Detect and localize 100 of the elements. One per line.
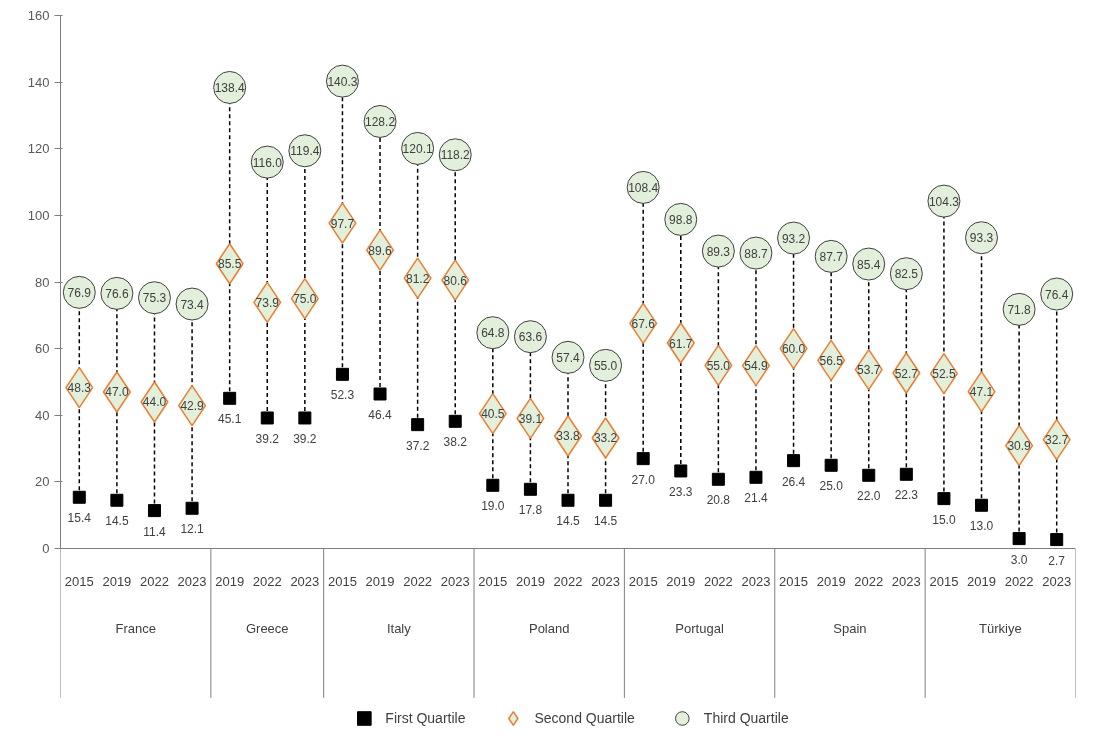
x-tick-label: 2019 <box>365 573 395 589</box>
data-label: 15.0 <box>932 512 956 527</box>
data-label: 93.3 <box>969 231 994 246</box>
data-label: 104.3 <box>928 194 960 209</box>
data-label: 21.4 <box>744 491 768 506</box>
data-label: 39.2 <box>293 431 317 446</box>
text: Spain <box>833 620 867 636</box>
data-label: 3.0 <box>1010 552 1028 567</box>
data-label: 89.6 <box>368 243 393 258</box>
data-label: 88.7 <box>744 246 768 261</box>
x-tick-label: 2015 <box>478 573 508 589</box>
data-label: 80.6 <box>443 273 468 288</box>
y-tick-label: 20 <box>35 474 50 490</box>
data-label: 87.7 <box>819 249 844 264</box>
x-tick-label: 2019 <box>967 573 996 589</box>
x-tick-label: 2015 <box>628 573 658 589</box>
data-label: 82.5 <box>894 267 919 282</box>
data-label: 63.6 <box>518 330 543 345</box>
x-tick-label: 2023 <box>741 573 771 589</box>
data-label: 85.5 <box>217 257 242 272</box>
data-label: 40.5 <box>481 407 505 422</box>
data-label: 93.2 <box>781 231 806 246</box>
x-tick-label: 2023 <box>440 573 470 589</box>
x-tick-label: 2019 <box>102 573 132 589</box>
x-tick-label: 2023 <box>591 573 621 589</box>
data-label: 25.0 <box>819 479 844 494</box>
x-tick-label: 2022 <box>403 573 433 589</box>
data-label: 14.5 <box>556 514 580 529</box>
data-label: 39.1 <box>518 411 543 426</box>
data-label: 33.8 <box>556 429 580 444</box>
data-label: 32.7 <box>1045 433 1069 448</box>
data-label: 64.8 <box>481 326 505 341</box>
x-tick-label: 2023 <box>1042 573 1072 589</box>
data-label: 52.7 <box>894 366 919 381</box>
data-label: 120.1 <box>402 141 433 156</box>
data-label: 33.2 <box>593 431 618 446</box>
text: Portugal <box>675 620 724 636</box>
x-tick-label: 2022 <box>703 573 733 589</box>
data-label: 73.9 <box>255 295 280 310</box>
x-tick-label: 2022 <box>553 573 583 589</box>
x-tick-label: 2019 <box>515 573 545 589</box>
data-label: 15.4 <box>67 511 92 526</box>
x-tick-label: 2022 <box>854 573 884 589</box>
data-label: 38.2 <box>443 435 468 450</box>
data-label: 57.4 <box>556 350 580 365</box>
data-label: 116.0 <box>252 155 283 170</box>
data-label: 46.4 <box>368 407 393 422</box>
x-tick-label: 2019 <box>215 573 245 589</box>
data-label: 75.3 <box>142 291 167 306</box>
data-label: 14.5 <box>593 514 618 529</box>
data-label: 54.9 <box>744 359 768 374</box>
data-label: 61.7 <box>669 336 693 351</box>
data-label: 48.3 <box>67 381 92 396</box>
data-label: 56.5 <box>819 353 844 368</box>
x-tick-label: 2022 <box>140 573 169 589</box>
x-tick-label: 2015 <box>779 573 809 589</box>
data-label: 39.2 <box>255 431 280 446</box>
y-tick-label: 0 <box>42 541 50 557</box>
data-label: 30.9 <box>1007 439 1032 454</box>
data-label: 118.2 <box>440 148 471 163</box>
x-tick-label: 2015 <box>64 573 94 589</box>
legend-label: First Quartile <box>385 710 466 726</box>
data-label: 17.8 <box>518 503 543 518</box>
data-label: 47.0 <box>105 385 129 400</box>
x-tick-label: 2019 <box>666 573 696 589</box>
x-tick-label: 2023 <box>290 573 320 589</box>
legend-label: Third Quartile <box>703 710 789 726</box>
data-label: 55.0 <box>593 358 618 373</box>
data-label: 11.4 <box>143 524 167 539</box>
data-label: 52.5 <box>932 367 956 382</box>
data-label: 44.0 <box>142 395 167 410</box>
data-label: 19.0 <box>481 499 505 514</box>
data-label: 138.4 <box>214 80 246 95</box>
data-label: 89.3 <box>706 244 731 259</box>
data-label: 42.9 <box>180 399 205 414</box>
text: Poland <box>528 620 570 636</box>
data-label: 76.9 <box>67 285 92 300</box>
data-label: 128.2 <box>365 114 396 129</box>
data-label: 76.4 <box>1045 287 1069 302</box>
data-label: 71.8 <box>1007 302 1032 317</box>
text: Türkiye <box>979 620 1022 636</box>
data-label: 27.0 <box>631 472 656 487</box>
data-label: 14.5 <box>105 514 129 529</box>
data-label: 53.7 <box>857 363 881 378</box>
x-tick-label: 2023 <box>891 573 921 589</box>
data-label: 22.3 <box>894 488 919 503</box>
data-label: 81.2 <box>405 271 430 286</box>
y-tick-label: 60 <box>35 341 50 357</box>
data-label: 45.1 <box>217 412 242 427</box>
x-tick-label: 2015 <box>327 573 357 589</box>
y-tick-label: 120 <box>27 141 50 157</box>
y-tick-label: 140 <box>27 74 50 90</box>
data-label: 12.1 <box>180 522 205 537</box>
data-label: 76.6 <box>105 286 129 301</box>
data-label: 108.4 <box>628 180 659 195</box>
text: Greece <box>245 620 289 636</box>
data-label: 140.3 <box>327 74 358 89</box>
text: France <box>115 620 156 636</box>
data-label: 98.8 <box>669 212 693 227</box>
data-label: 73.4 <box>180 297 205 312</box>
